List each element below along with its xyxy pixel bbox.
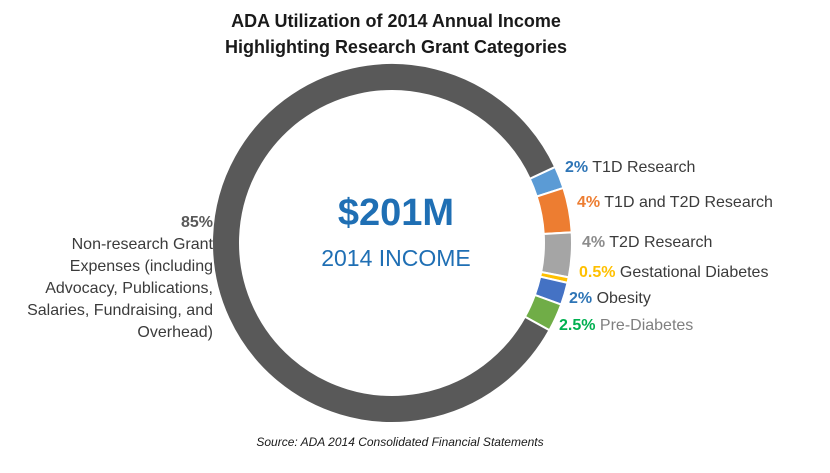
slice-name-t1d: T1D Research [592,159,696,176]
slice-name-non-research: Non-research Grant Expenses (including A… [27,236,213,341]
slice-name-t2d: T2D Research [609,234,713,251]
slice-pct-non-research: 85% [180,214,213,231]
slice-pct-t1d-t2d: 4% [577,194,601,211]
slice-t2d [540,231,573,279]
slice-t1d-t2d [535,186,573,236]
chart-title: ADA Utilization of 2014 Annual Income [231,11,561,31]
slice-name-t1d-t2d: T1D and T2D Research [604,194,773,211]
slice-label-t2d: 4% T2D Research [582,233,712,253]
source-note: Source: ADA 2014 Consolidated Financial … [256,435,544,449]
slice-pct-obesity: 2% [569,290,593,307]
slice-label-non-research: 85% Non-research Grant Expenses (includi… [20,212,213,344]
center-label: 2014 INCOME [321,245,471,271]
slice-name-obesity: Obesity [596,290,651,307]
slice-label-obesity: 2% Obesity [569,289,651,309]
slice-label-gestational: 0.5% Gestational Diabetes [579,263,768,283]
slice-pct-t2d: 4% [582,234,606,251]
slice-label-t1d: 2% T1D Research [565,158,695,178]
slice-name-gestational: Gestational Diabetes [619,264,769,281]
slice-label-t1d-t2d: 4% T1D and T2D Research [577,193,773,213]
slice-pct-gestational: 0.5% [579,264,616,281]
slice-pct-prediabetes: 2.5% [559,317,596,334]
slice-name-prediabetes: Pre-Diabetes [599,317,694,334]
slice-pct-t1d: 2% [565,159,589,176]
chart-subtitle: Highlighting Research Grant Categories [224,37,568,57]
slice-label-prediabetes: 2.5% Pre-Diabetes [559,316,693,336]
center-amount: $201M [337,192,455,234]
slice-non-research [211,62,557,424]
